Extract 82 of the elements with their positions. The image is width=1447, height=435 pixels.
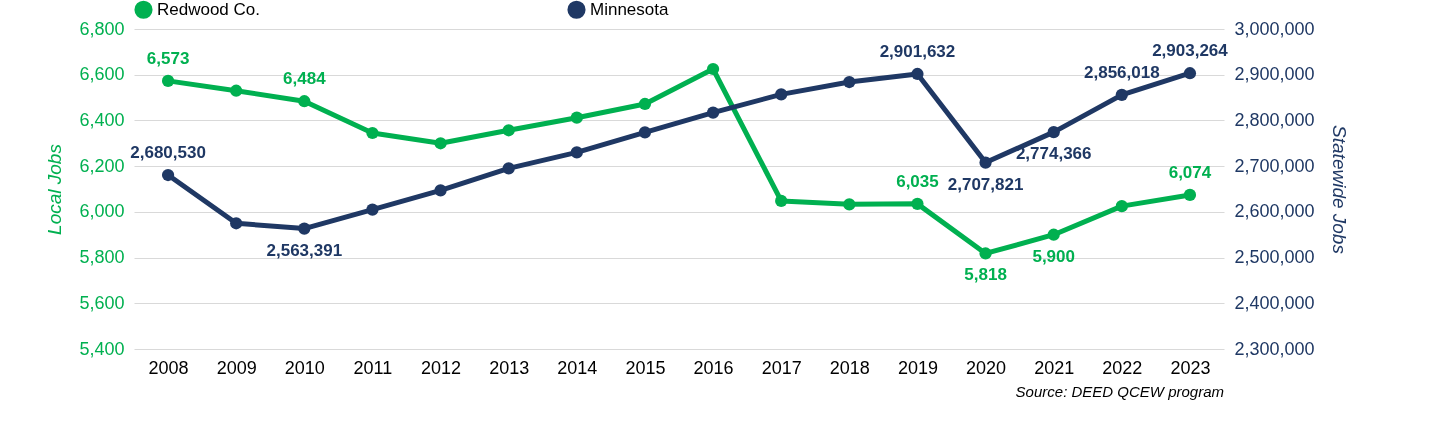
y-tick-label: 6,800 — [79, 18, 125, 39]
point — [979, 156, 992, 169]
x-tick-label: 2009 — [216, 357, 257, 378]
y-tick-label: 6,200 — [79, 155, 125, 176]
legend-label: Redwood Co. — [157, 0, 261, 19]
point — [638, 97, 652, 111]
x-tick-label: 2017 — [761, 357, 802, 378]
data-label: 2,901,632 — [879, 41, 956, 61]
data-label: 6,573 — [146, 48, 190, 68]
data-label: 6,484 — [283, 69, 327, 89]
point — [366, 126, 379, 140]
data-label: 2,707,821 — [947, 174, 1024, 194]
data-label: 5,818 — [964, 265, 1007, 285]
point — [706, 106, 720, 119]
point — [843, 75, 856, 89]
x-tick-label: 2019 — [897, 357, 938, 378]
point — [434, 184, 447, 197]
point — [161, 74, 175, 87]
y2-tick-label: 2,500,000 — [1234, 247, 1315, 268]
y-tick-label: 6,600 — [79, 64, 125, 85]
point — [298, 95, 311, 108]
x-tick-label: 2023 — [1170, 357, 1211, 378]
legend-label: Minnesota — [590, 0, 669, 19]
y-tick-label: 5,400 — [79, 338, 125, 359]
y-tick-label: 6,400 — [79, 109, 125, 130]
data-label: 2,856,018 — [1083, 62, 1160, 82]
y-axis-title: Local Jobs — [44, 143, 66, 235]
y2-tick-label: 2,300,000 — [1234, 338, 1315, 359]
point — [161, 168, 175, 182]
point — [1047, 228, 1060, 241]
y2-tick-label: 2,700,000 — [1234, 155, 1315, 176]
point — [911, 197, 924, 210]
x-tick-label: 2010 — [284, 357, 325, 378]
data-label: 2,774,366 — [1015, 144, 1092, 164]
y2-tick-label: 2,800,000 — [1234, 109, 1315, 130]
x-tick-label: 2013 — [489, 357, 530, 378]
x-tick-label: 2012 — [421, 357, 462, 378]
point — [298, 222, 311, 235]
y-tick-label: 5,800 — [79, 247, 125, 268]
point — [1047, 126, 1060, 139]
y2-tick-label: 2,400,000 — [1234, 292, 1315, 313]
source-note: Source: DEED QCEW program — [1015, 383, 1224, 400]
y-tick-label: 5,600 — [79, 292, 125, 313]
y2-tick-label: 2,600,000 — [1234, 201, 1315, 222]
point — [775, 88, 788, 101]
point — [434, 137, 447, 150]
point — [1183, 67, 1197, 80]
data-label: 2,680,530 — [130, 143, 206, 163]
x-tick-label: 2022 — [1102, 357, 1143, 378]
x-tick-label: 2015 — [625, 357, 666, 378]
data-label: 2,903,264 — [1152, 41, 1229, 61]
point — [911, 67, 924, 81]
x-tick-label: 2018 — [829, 357, 870, 378]
x-tick-label: 2016 — [693, 357, 734, 378]
point — [706, 62, 720, 76]
point — [775, 194, 788, 207]
point — [570, 146, 583, 159]
x-tick-label: 2014 — [557, 357, 598, 378]
y2-tick-label: 3,000,000 — [1234, 18, 1315, 39]
point — [979, 247, 992, 260]
point — [638, 126, 652, 139]
y2-tick-label: 2,900,000 — [1234, 64, 1315, 85]
point — [1115, 200, 1128, 213]
data-label: 5,900 — [1032, 246, 1075, 266]
x-tick-label: 2021 — [1034, 357, 1075, 378]
data-label: 6,035 — [896, 171, 939, 191]
y2-axis-title: Statewide Jobs — [1328, 125, 1350, 255]
point — [843, 198, 856, 211]
point — [502, 162, 515, 175]
data-label: 2,563,391 — [266, 240, 343, 260]
point — [502, 124, 515, 137]
x-tick-label: 2011 — [353, 357, 393, 378]
point — [1115, 88, 1128, 101]
point — [366, 203, 379, 216]
x-tick-label: 2020 — [966, 357, 1007, 378]
point — [1183, 188, 1197, 202]
y-tick-label: 6,000 — [79, 201, 125, 222]
x-tick-label: 2008 — [148, 357, 189, 378]
data-label: 6,074 — [1168, 162, 1212, 182]
point — [230, 84, 243, 97]
point — [570, 111, 583, 124]
point — [230, 217, 243, 230]
